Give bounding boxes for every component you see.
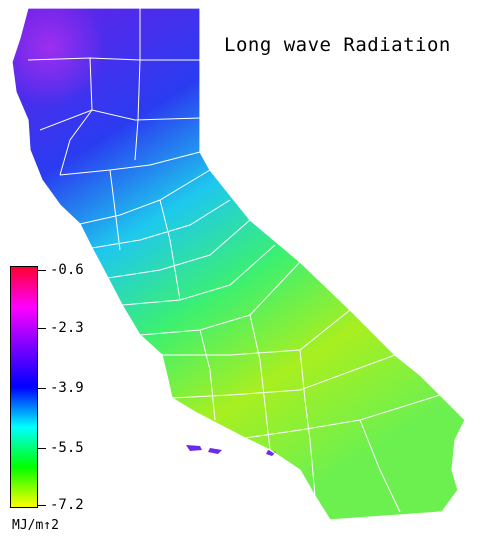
island xyxy=(186,445,202,451)
island xyxy=(266,450,276,456)
colorbar-tick xyxy=(38,328,46,329)
colorbar-tick xyxy=(38,270,46,271)
colorbar-unit-label: MJ/m↑2 xyxy=(12,518,59,533)
colorbar-tick-label: -7.2 xyxy=(50,497,84,513)
map-title: Long wave Radiation xyxy=(224,34,451,56)
colorbar-tick-label: -5.5 xyxy=(50,440,84,456)
colorbar-tick xyxy=(38,448,46,449)
state-border xyxy=(11,7,466,521)
colorbar-tick xyxy=(38,505,46,506)
colorbar-tick-label: -2.3 xyxy=(50,320,84,336)
colorbar-tick xyxy=(38,388,46,389)
colorbar-tick-label: -3.9 xyxy=(50,380,84,396)
colorbar-tick-label: -0.6 xyxy=(50,262,84,278)
colorbar-gradient xyxy=(10,266,38,508)
island xyxy=(208,448,222,454)
county-lines xyxy=(27,8,441,513)
